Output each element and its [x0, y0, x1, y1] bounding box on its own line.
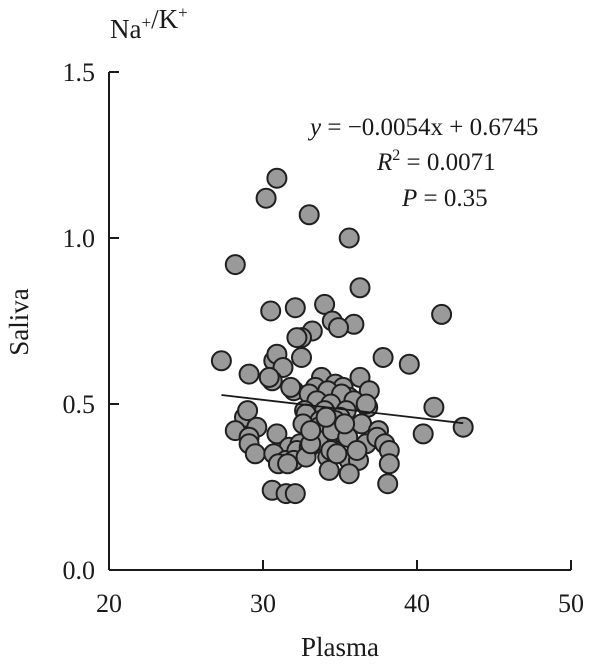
data-point — [398, 353, 420, 375]
data-point — [238, 363, 260, 385]
data-point — [298, 204, 320, 226]
data-point — [266, 423, 288, 445]
data-point — [334, 413, 356, 435]
r-squared-text: R2 = 0.0071 — [376, 147, 496, 176]
x-tick-label: 40 — [404, 589, 430, 618]
x-ticks: 20 30 40 50 — [96, 560, 584, 618]
data-point — [377, 473, 399, 495]
data-point — [349, 277, 371, 299]
p-value-text: P = 0.35 — [401, 185, 488, 212]
data-point — [286, 327, 308, 349]
data-point — [452, 416, 474, 438]
x-axis: 20 30 40 50 — [96, 560, 584, 618]
data-point — [258, 366, 280, 388]
y-axis-title: Saliva — [4, 288, 34, 356]
x-tick-label: 30 — [250, 589, 276, 618]
data-point — [412, 423, 434, 445]
data-point — [431, 303, 453, 325]
x-tick-label: 50 — [558, 589, 584, 618]
data-point — [237, 400, 259, 422]
data-point — [277, 453, 299, 475]
y-tick-label: 1.5 — [63, 58, 96, 87]
regression-annotation: y = −0.0054x + 0.6745 R2 = 0.0071 P = 0.… — [307, 114, 538, 212]
data-point — [280, 376, 302, 398]
data-point — [326, 443, 348, 465]
data-point — [284, 297, 306, 319]
data-point — [346, 440, 368, 461]
data-point — [300, 420, 322, 442]
data-point — [423, 396, 445, 418]
data-point — [291, 347, 312, 368]
data-point — [378, 453, 400, 475]
trendline — [221, 394, 464, 425]
y-tick-label: 1.0 — [63, 224, 96, 253]
data-point — [266, 167, 288, 189]
data-point — [328, 317, 349, 339]
x-axis-title: Plasma — [301, 632, 379, 662]
data-point — [244, 443, 266, 465]
y-axis: 0.0 0.5 1.0 1.5 — [63, 58, 119, 585]
equation-text: y = −0.0054x + 0.6745 — [307, 114, 538, 141]
y-tick-label: 0.0 — [63, 556, 96, 585]
data-point — [372, 347, 394, 368]
data-point — [210, 350, 232, 372]
data-point — [260, 300, 282, 322]
data-point — [284, 483, 306, 505]
x-tick-label: 20 — [96, 589, 122, 618]
data-point — [338, 227, 360, 249]
data-point — [315, 406, 337, 428]
chart-title: Na+/K+ — [110, 3, 188, 44]
data-point — [355, 393, 377, 415]
data-point — [224, 254, 246, 276]
data-points — [210, 167, 474, 505]
data-point — [255, 187, 277, 209]
y-tick-label: 0.5 — [63, 390, 96, 419]
data-point — [338, 463, 360, 485]
y-ticks: 0.0 0.5 1.0 1.5 — [63, 58, 119, 585]
